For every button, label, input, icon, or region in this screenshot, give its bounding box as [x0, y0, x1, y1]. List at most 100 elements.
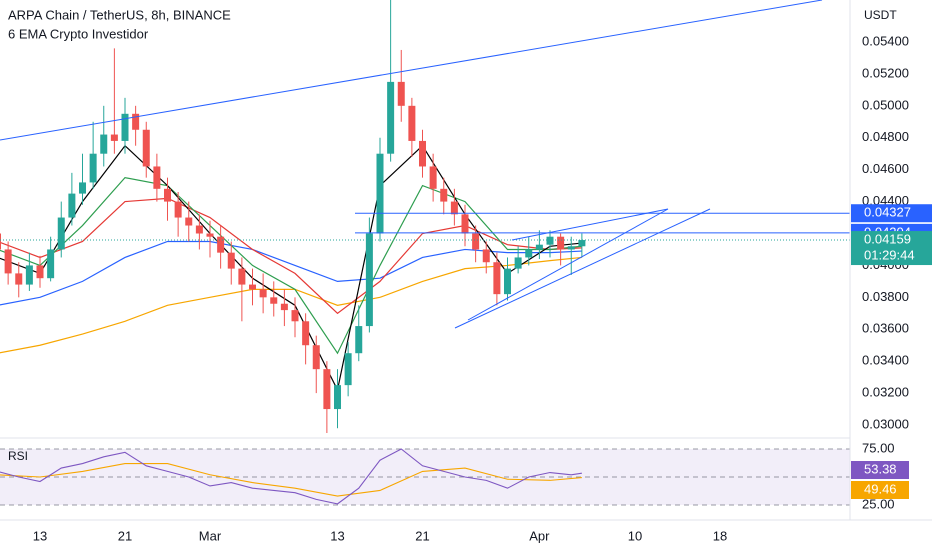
candle-body [450, 201, 458, 215]
candle-body [291, 310, 299, 322]
rsi-value-box [851, 461, 909, 479]
ema-line [0, 240, 582, 306]
candle-body [504, 268, 512, 295]
x-tick-label: 10 [628, 528, 642, 543]
candle-body [535, 244, 543, 250]
y-tick-label: 0.03200 [862, 385, 909, 400]
candle-body [4, 249, 12, 274]
x-tick-label: 21 [415, 528, 429, 543]
level-label: 0.04327 [864, 205, 911, 220]
rsi-ma-value-label: 49.46 [864, 481, 897, 496]
y-tick-label: 0.03400 [862, 353, 909, 368]
rsi-label: RSI [8, 449, 28, 463]
candle-body [238, 268, 246, 285]
candle-body [164, 188, 172, 202]
rsi-tick-label: 75.00 [862, 440, 895, 455]
candle-body [312, 345, 320, 370]
candle-body [376, 153, 384, 234]
x-tick-label: 21 [118, 528, 132, 543]
candle-body [482, 249, 490, 263]
candle-body [419, 140, 427, 167]
candle-body [249, 284, 257, 290]
rsi-line [0, 448, 582, 505]
indicator-name: 6 EMA Crypto Investidor [8, 26, 149, 41]
candle-body [174, 201, 182, 218]
candle-body [121, 113, 129, 141]
candle-body [344, 353, 352, 386]
candle-body [408, 105, 416, 141]
candle-body [578, 240, 586, 247]
y-tick-label: 0.04600 [862, 161, 909, 176]
candle-body [153, 166, 161, 189]
candle-body [397, 81, 405, 106]
candle-body [100, 134, 108, 154]
rsi-value-label: 53.38 [864, 461, 897, 476]
candle-body [89, 153, 97, 183]
x-tick-label: Apr [529, 528, 550, 543]
x-tick-label: Mar [199, 528, 222, 543]
candle-body [493, 262, 501, 295]
y-tick-label: 0.04800 [862, 129, 909, 144]
trend-lines [0, 0, 823, 329]
candle-body [227, 252, 235, 269]
rsi-ma-value-box [851, 481, 909, 499]
candle-body [546, 236, 554, 245]
price-pane [0, 0, 850, 434]
currency: USDT [864, 8, 897, 22]
candle-body [355, 326, 363, 354]
y-tick-label: 0.03000 [862, 416, 909, 431]
candle-body [387, 81, 395, 154]
candle-body [525, 249, 533, 258]
candle-body [217, 236, 225, 253]
candle-body [557, 236, 565, 250]
candle-body [567, 246, 575, 250]
rsi-ma-line [0, 463, 582, 497]
candle-body [334, 385, 342, 410]
candle-body [47, 249, 55, 279]
candle-body [259, 289, 267, 298]
y-tick-label: 0.05200 [862, 65, 909, 80]
candle-body [57, 217, 65, 250]
candle-body [365, 233, 373, 327]
candle-body [323, 369, 331, 410]
rsi-tick-label: 25.00 [862, 496, 895, 511]
trend-line [0, 0, 823, 141]
candle-body [15, 273, 23, 285]
countdown: 01:29:44 [864, 247, 915, 262]
x-tick-label: 18 [713, 528, 727, 543]
candle-body [280, 303, 288, 311]
trend-line [454, 208, 711, 329]
candle-body [270, 297, 278, 304]
candle-body [25, 265, 33, 285]
candle-body [110, 134, 118, 141]
x-tick-label: 13 [33, 528, 47, 543]
x-tick-label: 13 [330, 528, 344, 543]
candle-body [195, 225, 203, 234]
last-price-box [851, 231, 932, 266]
candle-body [302, 321, 310, 346]
rsi-pane [0, 448, 850, 506]
candle-body [206, 233, 214, 237]
candle-body [514, 257, 522, 269]
level-box [851, 204, 932, 223]
candle-body [461, 214, 469, 234]
y-tick-label: 0.05400 [862, 33, 909, 48]
ema-line [0, 197, 582, 315]
y-tick-label: 0.03800 [862, 289, 909, 304]
y-tick-label: 0.03600 [862, 321, 909, 336]
candle-body [440, 188, 448, 202]
price-axis: 0.030000.032000.034000.036000.038000.040… [851, 33, 932, 511]
candle-body [142, 129, 150, 167]
candle-body [429, 166, 437, 189]
last-price-label: 0.04159 [864, 231, 911, 246]
candle-body [36, 265, 44, 279]
trend-line [467, 208, 669, 321]
candle-body [68, 193, 76, 218]
candle-body [185, 217, 193, 226]
chart-title: ARPA Chain / TetherUS, 8h, BINANCE [8, 7, 231, 22]
candle-body [79, 182, 87, 194]
candle-body [0, 233, 2, 250]
candle-body [132, 113, 140, 130]
